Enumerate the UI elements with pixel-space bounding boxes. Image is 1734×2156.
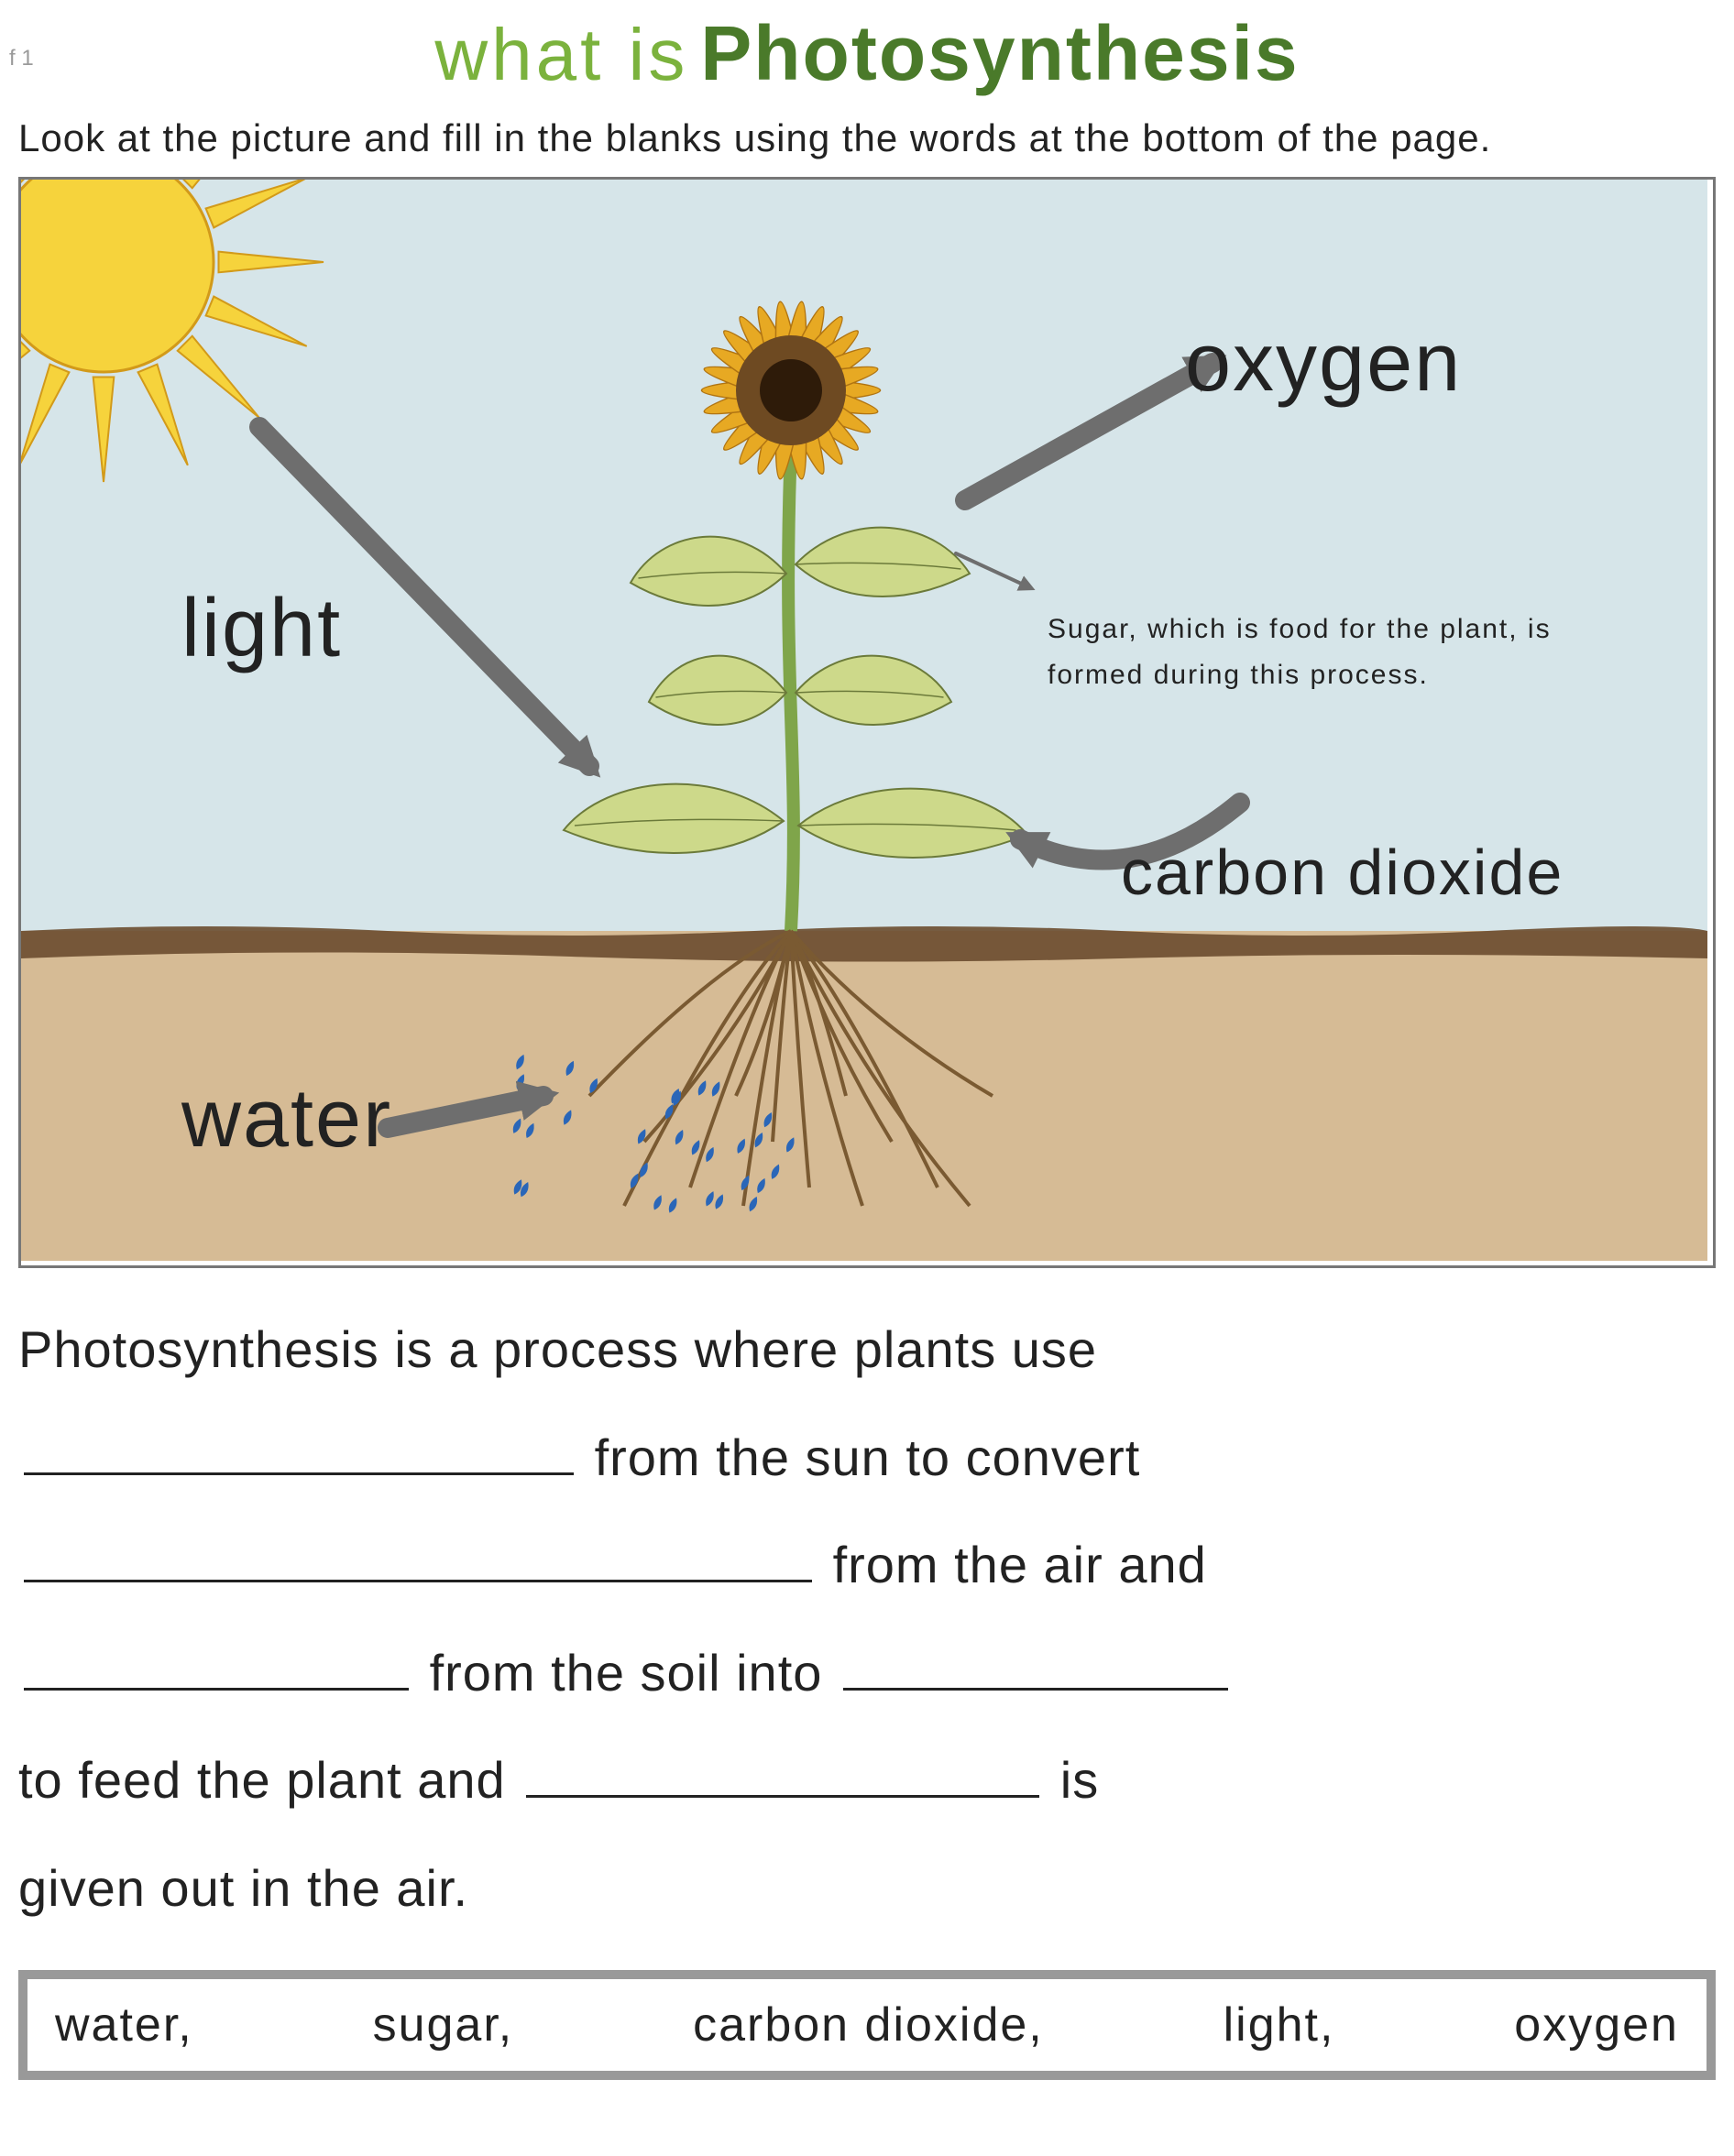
instructions-text: Look at the picture and fill in the blan… — [18, 116, 1716, 160]
diagram-frame: light oxygen carbon dioxide water Sugar, whi… — [18, 177, 1716, 1268]
blank-1[interactable] — [24, 1424, 574, 1475]
photosynthesis-diagram: light oxygen carbon dioxide water Sugar, whi… — [21, 180, 1707, 1261]
para-seg5: to feed the plant and — [18, 1751, 506, 1809]
svg-text:oxygen: oxygen — [1185, 317, 1462, 409]
word-bank: water, sugar, carbon dioxide, light, oxy… — [18, 1970, 1716, 2080]
wordbank-item: sugar, — [373, 1997, 514, 2052]
svg-text:light: light — [181, 583, 342, 674]
fill-in-paragraph: Photosynthesis is a process where plants… — [18, 1296, 1716, 1943]
para-seg6: is — [1060, 1751, 1099, 1809]
title-part1: what is — [434, 14, 688, 95]
title-part2: Photosynthesis — [700, 10, 1299, 96]
para-seg3: from the air and — [833, 1536, 1207, 1593]
para-seg4: from the soil into — [430, 1644, 823, 1702]
svg-text:water: water — [181, 1073, 392, 1165]
wordbank-item: oxygen — [1514, 1997, 1679, 2052]
wordbank-item: light, — [1224, 1997, 1335, 2052]
para-seg1: Photosynthesis is a process where plants… — [18, 1320, 1097, 1378]
blank-2[interactable] — [24, 1531, 812, 1582]
svg-text:formed during this process.: formed during this process. — [1048, 660, 1429, 690]
svg-text:carbon dioxide: carbon dioxide — [1121, 837, 1564, 908]
page-number: f 1 — [9, 46, 34, 71]
blank-3[interactable] — [24, 1639, 409, 1691]
para-seg2: from the sun to convert — [595, 1428, 1141, 1486]
para-seg7: given out in the air. — [18, 1859, 468, 1917]
page-title: what is Photosynthesis — [18, 9, 1716, 98]
svg-text:Sugar, which is food for the p: Sugar, which is food for the plant, is — [1048, 614, 1552, 644]
wordbank-item: water, — [55, 1997, 193, 2052]
blank-5[interactable] — [526, 1746, 1039, 1798]
blank-4[interactable] — [843, 1639, 1228, 1691]
wordbank-item: carbon dioxide, — [693, 1997, 1044, 2052]
